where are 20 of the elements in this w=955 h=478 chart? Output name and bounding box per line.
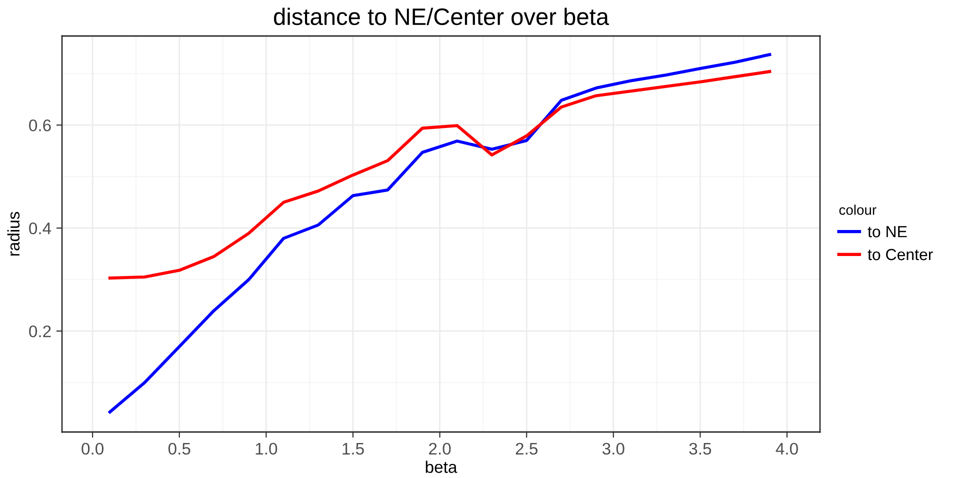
chart-title: distance to NE/Center over beta xyxy=(274,8,609,26)
y-tick-label: 0.2 xyxy=(29,325,51,338)
x-tick-label: 2.0 xyxy=(429,442,451,455)
y-tick-label: 0.6 xyxy=(29,119,51,132)
x-tick-label: 4.0 xyxy=(776,442,798,455)
legend-title: colour xyxy=(839,204,876,215)
x-tick-label: 3.0 xyxy=(602,442,624,455)
y-axis-title: radius xyxy=(7,212,20,256)
line-series xyxy=(108,70,772,280)
x-tick-label: 2.5 xyxy=(516,442,538,455)
line-series xyxy=(108,53,772,414)
x-tick-label: 3.5 xyxy=(689,442,712,455)
y-tick-label: 0.4 xyxy=(29,222,52,234)
x-tick-label: 0.5 xyxy=(168,442,190,455)
legend-label: to NE xyxy=(868,226,907,238)
x-tick-label: 1.0 xyxy=(256,442,278,455)
x-tick-label: 1.5 xyxy=(342,443,364,455)
x-tick-label: 0.0 xyxy=(82,442,104,455)
legend-label: to Center xyxy=(868,248,933,260)
x-axis-title: beta xyxy=(426,460,458,473)
